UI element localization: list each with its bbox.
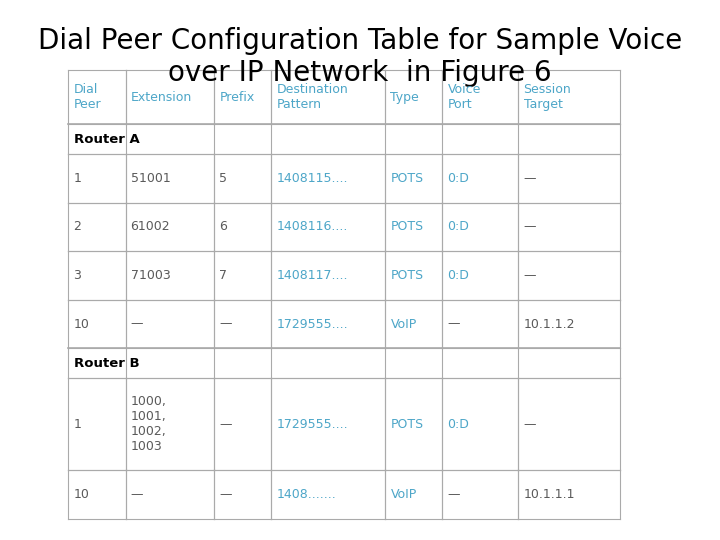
Text: 61002: 61002 <box>130 220 170 233</box>
Text: 0:D: 0:D <box>447 417 469 431</box>
Text: —: — <box>447 318 460 330</box>
Text: —: — <box>523 172 536 185</box>
Bar <box>518 154 620 202</box>
Text: 1: 1 <box>73 172 81 185</box>
Text: 1408115....: 1408115.... <box>276 172 348 185</box>
Text: 0:D: 0:D <box>447 172 469 185</box>
Text: 1408117....: 1408117.... <box>276 269 348 282</box>
Text: 2: 2 <box>73 220 81 233</box>
Bar <box>68 251 125 300</box>
Text: —: — <box>130 488 143 501</box>
Text: —: — <box>523 269 536 282</box>
Bar <box>442 470 518 519</box>
Text: 1408.......: 1408....... <box>276 488 336 501</box>
Text: 5: 5 <box>220 172 228 185</box>
Text: VoIP: VoIP <box>390 488 417 501</box>
Text: 10: 10 <box>73 488 89 501</box>
Bar <box>125 154 215 202</box>
Bar <box>385 154 442 202</box>
Text: Prefix: Prefix <box>220 91 255 104</box>
Text: Dial Peer Configuration Table for Sample Voice
over IP Network  in Figure 6: Dial Peer Configuration Table for Sample… <box>38 27 682 87</box>
Text: Destination
Pattern: Destination Pattern <box>276 83 348 111</box>
Bar <box>215 251 271 300</box>
Text: Dial
Peer: Dial Peer <box>73 83 102 111</box>
Text: VoIP: VoIP <box>390 318 417 330</box>
Bar <box>518 251 620 300</box>
Text: —: — <box>523 417 536 431</box>
Bar <box>518 202 620 251</box>
Text: Session
Target: Session Target <box>523 83 571 111</box>
Text: 0:D: 0:D <box>447 220 469 233</box>
Bar <box>271 251 385 300</box>
Bar <box>215 300 271 348</box>
Text: 1729555....: 1729555.... <box>276 318 348 330</box>
Bar <box>271 300 385 348</box>
Bar <box>271 154 385 202</box>
Bar <box>68 470 125 519</box>
Text: Extension: Extension <box>130 91 192 104</box>
Text: 1: 1 <box>73 417 81 431</box>
Bar <box>215 470 271 519</box>
Text: —: — <box>447 488 460 501</box>
Bar <box>125 300 215 348</box>
Text: Router A: Router A <box>73 132 139 146</box>
Bar <box>215 202 271 251</box>
Bar <box>215 154 271 202</box>
Text: 10.1.1.2: 10.1.1.2 <box>523 318 575 330</box>
Text: —: — <box>130 318 143 330</box>
Bar <box>385 300 442 348</box>
Text: —: — <box>220 318 232 330</box>
Bar <box>68 300 125 348</box>
Bar <box>442 202 518 251</box>
Text: 1729555....: 1729555.... <box>276 417 348 431</box>
Bar <box>68 202 125 251</box>
Text: POTS: POTS <box>390 269 423 282</box>
Bar <box>385 202 442 251</box>
Text: POTS: POTS <box>390 417 423 431</box>
Text: —: — <box>523 220 536 233</box>
Bar <box>271 202 385 251</box>
Bar <box>215 378 271 470</box>
Text: 71003: 71003 <box>130 269 171 282</box>
Text: POTS: POTS <box>390 220 423 233</box>
Text: 10.1.1.1: 10.1.1.1 <box>523 488 575 501</box>
Bar <box>125 251 215 300</box>
Bar <box>385 378 442 470</box>
Text: Voice
Port: Voice Port <box>447 83 481 111</box>
Text: 0:D: 0:D <box>447 269 469 282</box>
Text: 1408116....: 1408116.... <box>276 220 348 233</box>
Bar <box>385 470 442 519</box>
Bar <box>518 300 620 348</box>
Text: 3: 3 <box>73 269 81 282</box>
Text: 6: 6 <box>220 220 228 233</box>
Bar <box>385 251 442 300</box>
Bar <box>442 154 518 202</box>
Text: Router B: Router B <box>73 356 139 370</box>
Text: 51001: 51001 <box>130 172 171 185</box>
Text: —: — <box>220 488 232 501</box>
Text: 10: 10 <box>73 318 89 330</box>
Bar <box>68 70 125 124</box>
Bar <box>125 202 215 251</box>
Bar <box>442 251 518 300</box>
Bar <box>125 470 215 519</box>
Bar <box>68 154 125 202</box>
Bar <box>215 70 271 124</box>
Text: 7: 7 <box>220 269 228 282</box>
Bar <box>68 378 125 470</box>
Bar <box>518 470 620 519</box>
Bar <box>271 470 385 519</box>
Text: POTS: POTS <box>390 172 423 185</box>
Text: 1000,
1001,
1002,
1003: 1000, 1001, 1002, 1003 <box>130 395 166 453</box>
Text: —: — <box>220 417 232 431</box>
Bar <box>385 70 442 124</box>
Text: Type: Type <box>390 91 419 104</box>
Bar <box>442 300 518 348</box>
